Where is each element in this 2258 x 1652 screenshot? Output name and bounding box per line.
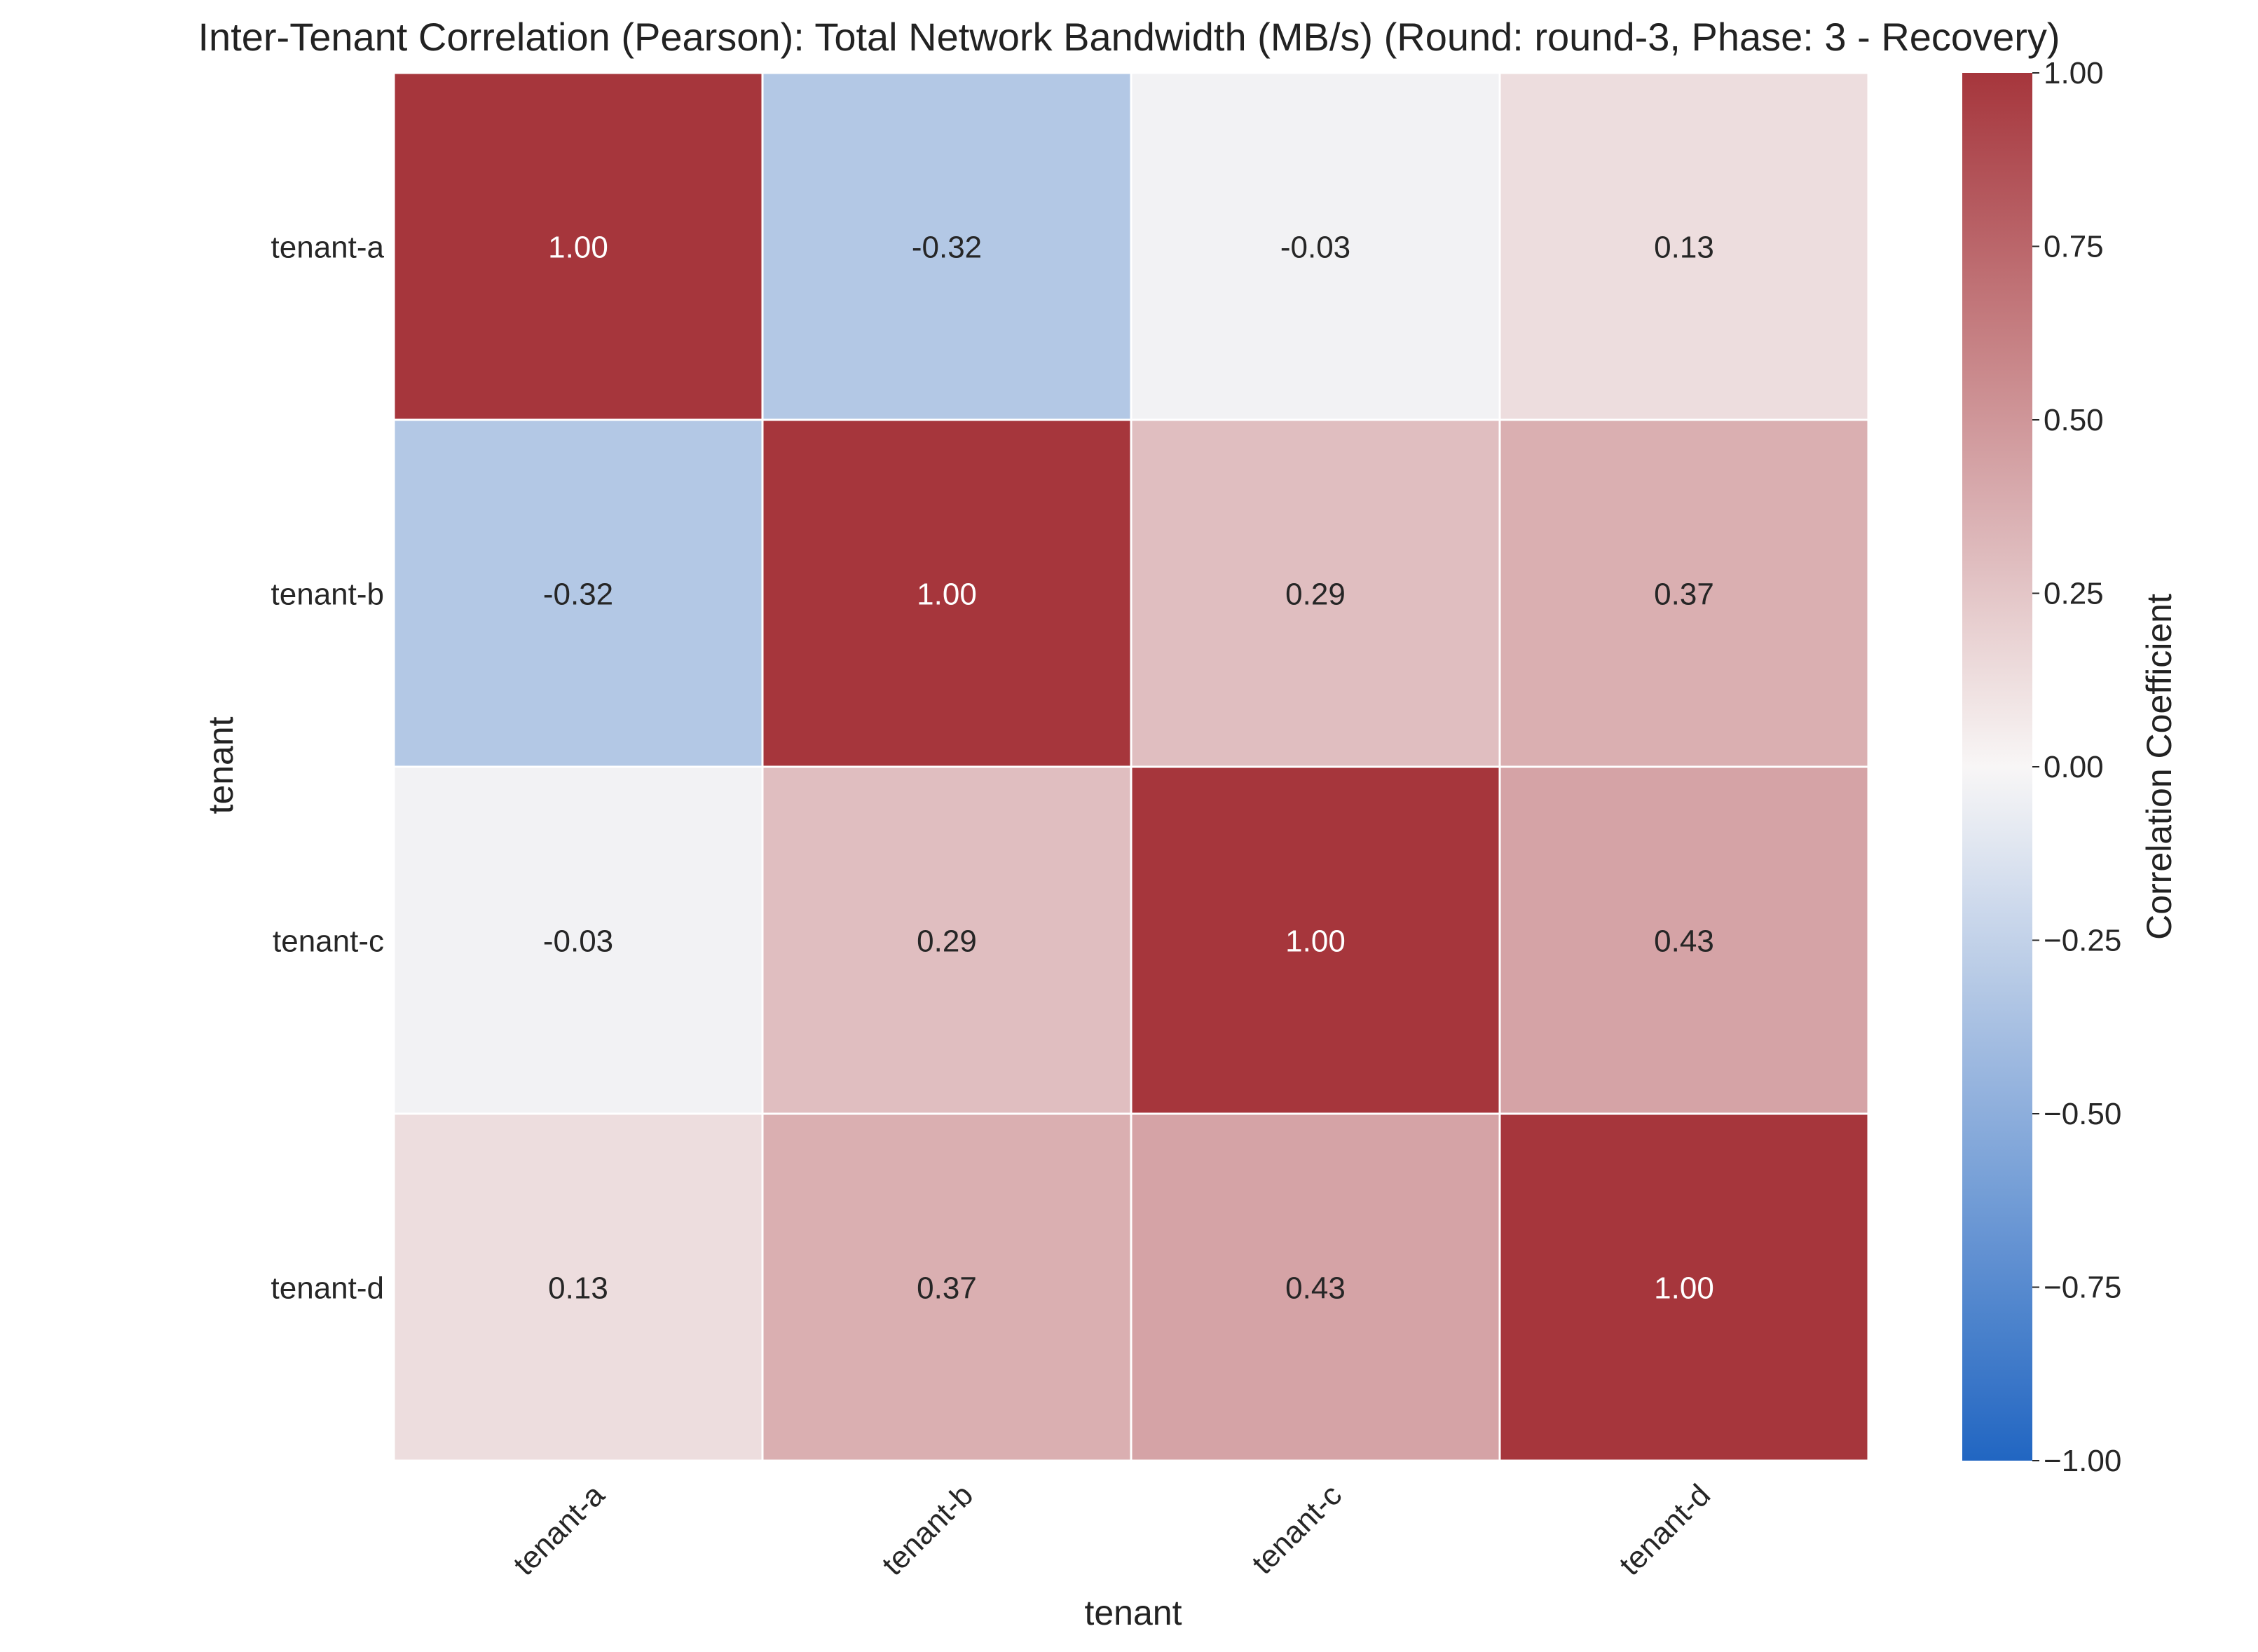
colorbar-tick-label: 0.50 — [2044, 403, 2104, 437]
colorbar-tick-label: −0.25 — [2044, 924, 2121, 958]
heatmap-cell-tenant-a-tenant-a — [392, 71, 764, 421]
x-tick-label: tenant-b — [875, 1477, 980, 1582]
x-axis-tick-labels: tenant-a tenant-b tenant-c tenant-d — [507, 1477, 1717, 1582]
x-tick-label: tenant-d — [1613, 1477, 1717, 1582]
y-tick-label: tenant-a — [271, 231, 385, 265]
colorbar-tick-label: −0.50 — [2044, 1097, 2121, 1131]
heatmap-cell-tenant-a-tenant-c — [1130, 71, 1501, 421]
cell-value-label: -0.32 — [912, 231, 982, 265]
heatmap-cell-tenant-a-tenant-b — [761, 71, 1133, 421]
cell-value-label: 0.37 — [917, 1271, 977, 1306]
colorbar-tick-label: 0.75 — [2044, 230, 2104, 264]
colorbar-tick-label: 1.00 — [2044, 56, 2104, 90]
cell-value-label: -0.03 — [1280, 231, 1350, 265]
heatmap-cell-tenant-a-tenant-d — [1498, 71, 1870, 421]
cell-value-label: 1.00 — [1654, 1271, 1714, 1306]
cell-value-label: -0.03 — [543, 924, 613, 959]
colorbar-label: Correlation Coefficient — [2140, 594, 2179, 940]
heatmap-cell-tenant-b-tenant-d — [1498, 418, 1870, 768]
cell-value-label: 0.29 — [1285, 578, 1346, 612]
colorbar-tick-label: 0.25 — [2044, 577, 2104, 611]
cell-value-label: 1.00 — [548, 231, 608, 265]
x-tick-label: tenant-a — [507, 1477, 611, 1582]
cell-value-label: 1.00 — [1285, 924, 1346, 959]
heatmap-cells — [392, 71, 1870, 1462]
y-tick-label: tenant-c — [273, 924, 384, 959]
colorbar-tick-label: 0.00 — [2044, 750, 2104, 784]
colorbar: 1.00 0.75 0.50 0.25 0.00 −0.25 −0.50 −0.75 −1.00… — [1962, 56, 2179, 1478]
colorbar-tick-label: −1.00 — [2044, 1444, 2121, 1478]
heatmap-cell-tenant-d-tenant-c — [1130, 1112, 1501, 1462]
y-axis-tick-labels: tenant-a tenant-b tenant-c tenant-d — [271, 231, 385, 1306]
heatmap-cell-labels: 1.00 -0.32 -0.03 0.13 -0.32 1.00 0.29 0.37 -0.03… — [543, 231, 1714, 1306]
y-tick-label: tenant-d — [271, 1271, 384, 1306]
heatmap-cell-tenant-b-tenant-a — [392, 418, 764, 768]
cell-value-label: 1.00 — [917, 578, 977, 612]
heatmap-cell-tenant-d-tenant-a — [392, 1112, 764, 1462]
x-axis-label: tenant — [1084, 1593, 1182, 1632]
heatmap-cell-tenant-c-tenant-b — [761, 765, 1133, 1115]
y-tick-label: tenant-b — [271, 578, 384, 612]
cell-value-label: 0.13 — [548, 1271, 608, 1306]
heatmap-cell-tenant-b-tenant-c — [1130, 418, 1501, 768]
colorbar-tick-labels: 1.00 0.75 0.50 0.25 0.00 −0.25 −0.50 −0.75 −1.00 — [2032, 56, 2121, 1478]
colorbar-gradient — [1962, 73, 2032, 1461]
cell-value-label: -0.32 — [543, 578, 613, 612]
cell-value-label: 0.37 — [1654, 578, 1714, 612]
colorbar-tick-label: −0.75 — [2044, 1271, 2121, 1305]
heatmap-cell-tenant-c-tenant-d — [1498, 765, 1870, 1115]
cell-value-label: 0.43 — [1654, 924, 1714, 959]
x-tick-label: tenant-c — [1245, 1477, 1348, 1581]
cell-value-label: 0.13 — [1654, 231, 1714, 265]
chart-title: Inter-Tenant Correlation (Pearson): Tota… — [198, 15, 2060, 59]
heatmap-cell-tenant-d-tenant-d — [1498, 1112, 1870, 1462]
heatmap-cell-tenant-b-tenant-b — [761, 418, 1133, 768]
cell-value-label: 0.29 — [917, 924, 977, 959]
heatmap-cell-tenant-d-tenant-b — [761, 1112, 1133, 1462]
y-axis-label: tenant — [201, 716, 240, 814]
cell-value-label: 0.43 — [1285, 1271, 1346, 1306]
